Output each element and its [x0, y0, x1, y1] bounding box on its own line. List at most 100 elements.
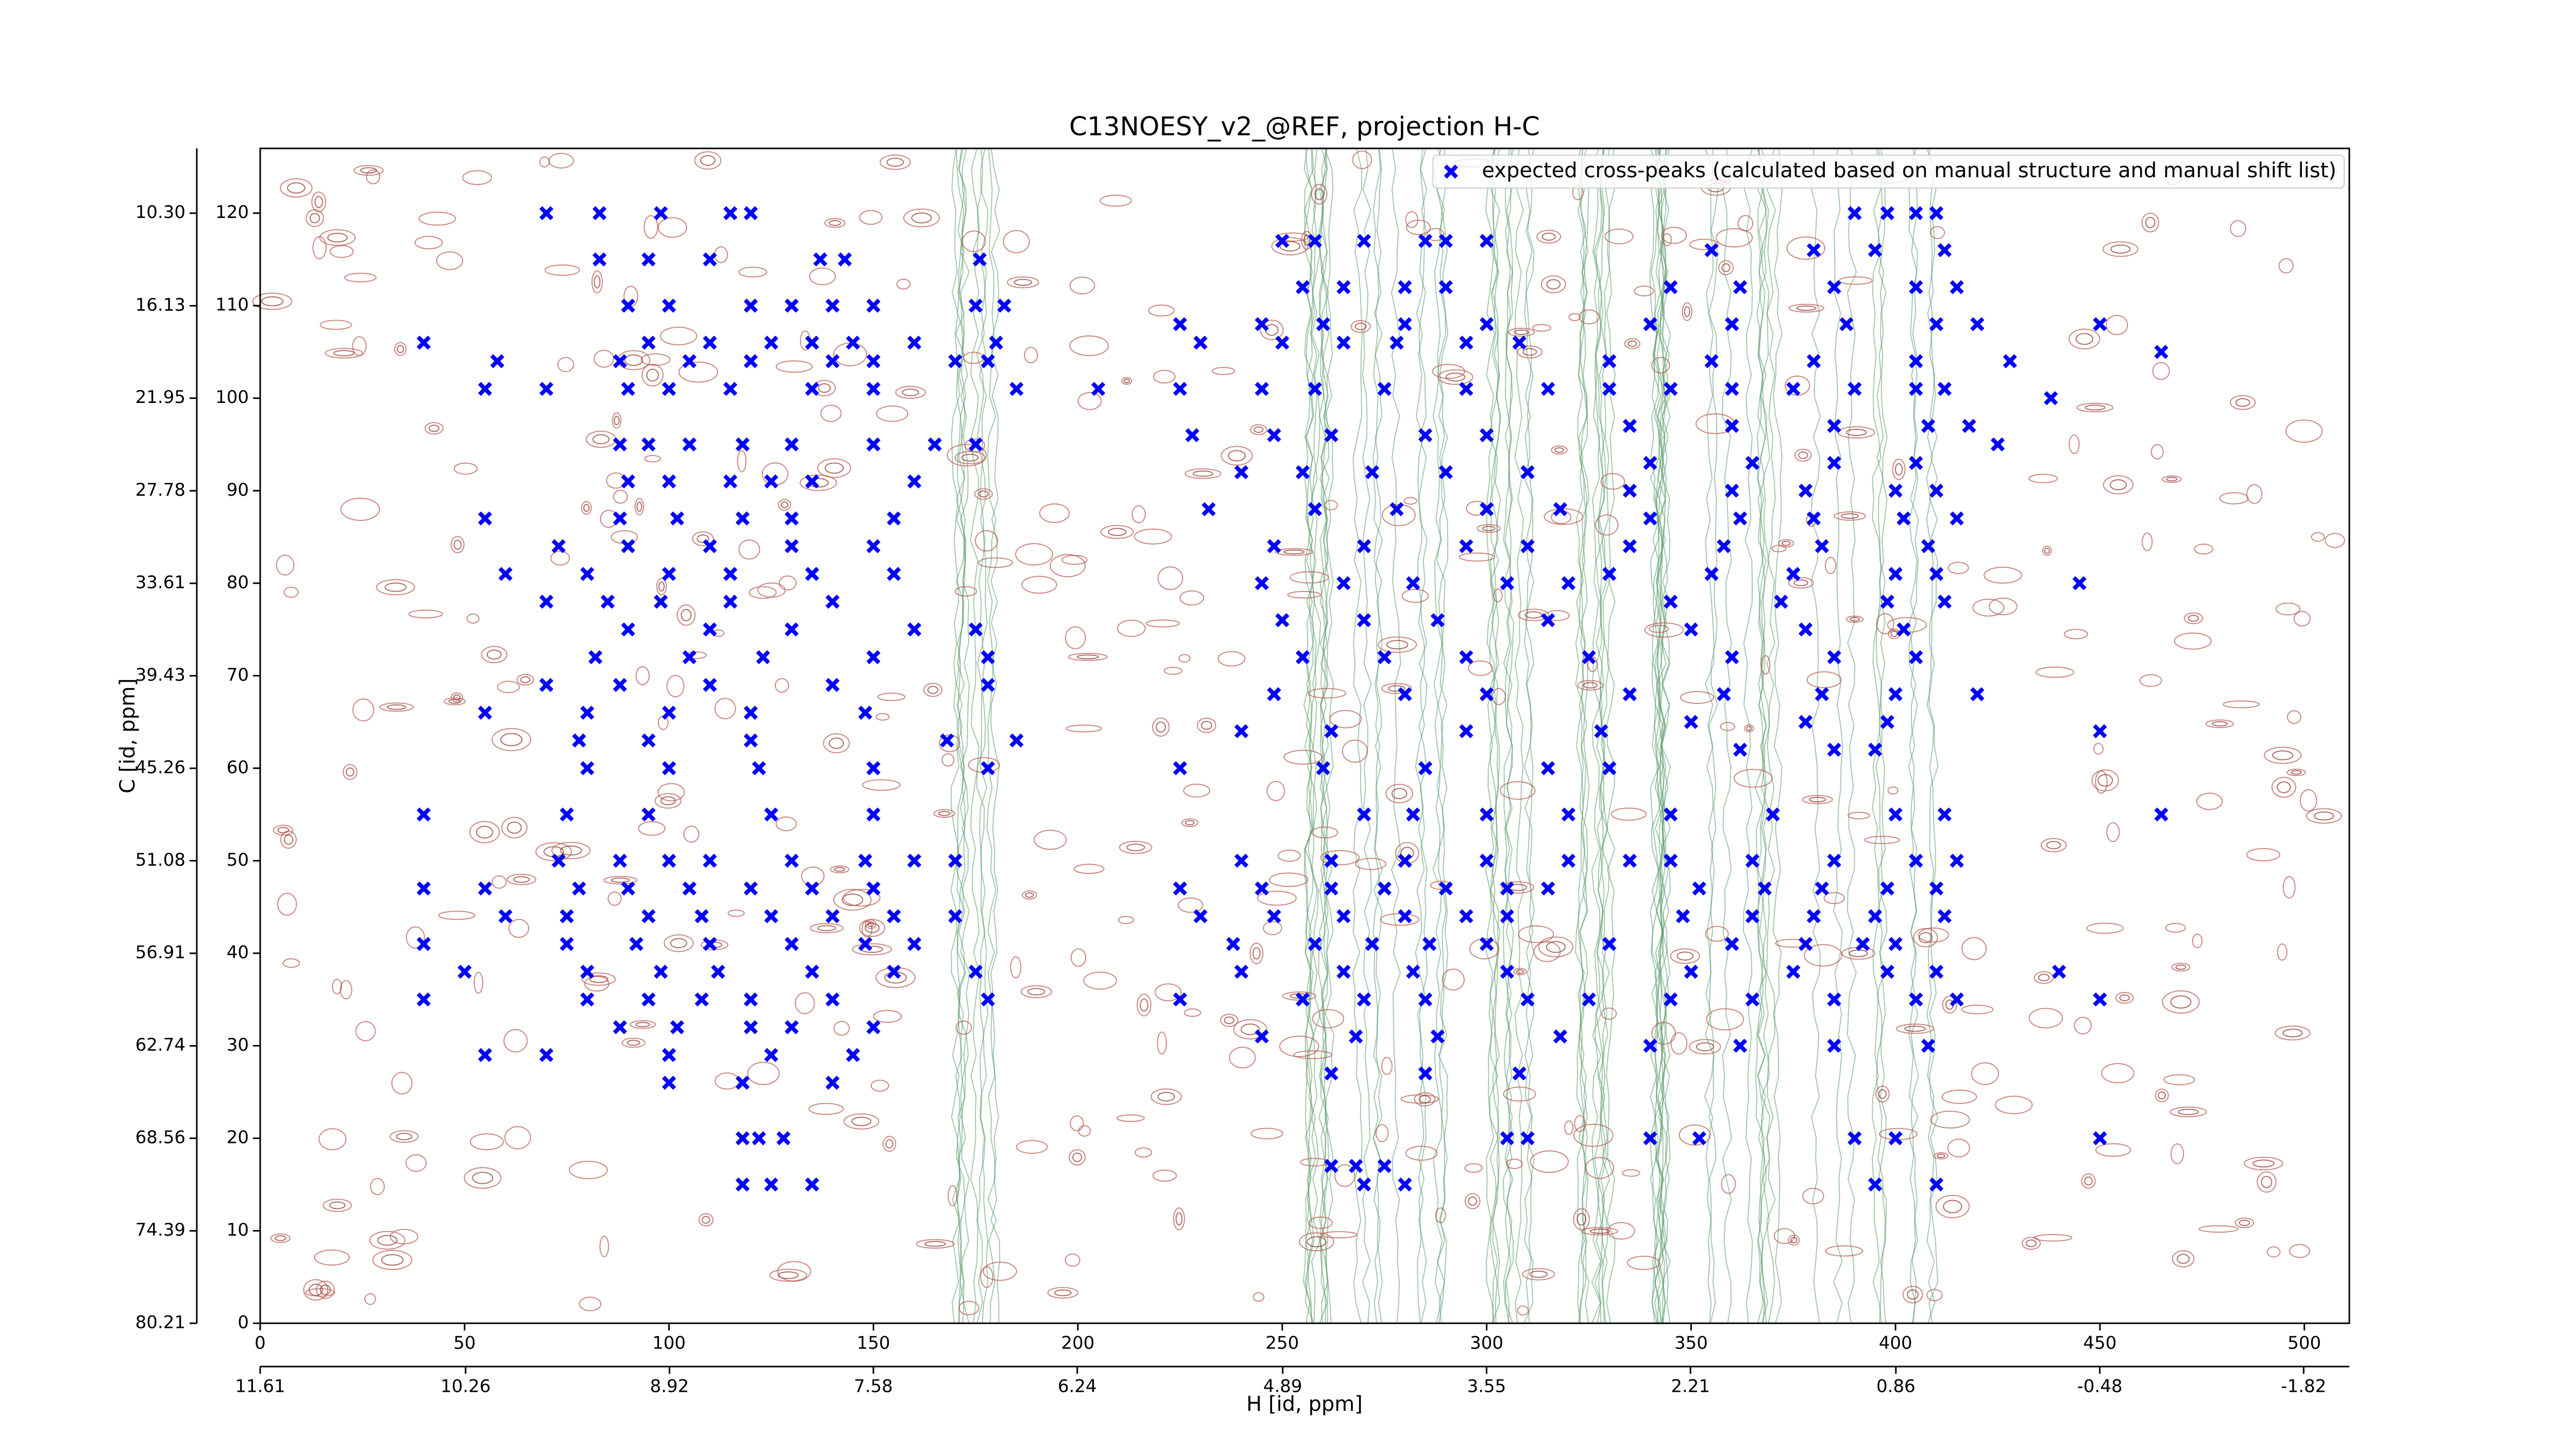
contour [603, 875, 637, 885]
contour [1069, 276, 1095, 295]
contour [2106, 315, 2128, 335]
cross-peak [1520, 539, 1535, 553]
cross-peak [858, 853, 873, 868]
contour [1320, 850, 1360, 866]
contour [548, 153, 574, 169]
contour [843, 1113, 879, 1130]
contour [701, 1216, 710, 1224]
contour-line [1846, 148, 1857, 1324]
contour-line [1514, 148, 1524, 1324]
contour [1834, 511, 1866, 521]
cross-peak [1226, 937, 1241, 951]
cross-peak [980, 650, 995, 665]
contour [2115, 992, 2134, 1004]
cross-peak [1365, 937, 1380, 951]
cross-peak [662, 1048, 676, 1063]
contour [581, 972, 616, 986]
contour [476, 825, 494, 839]
cross-peak [1929, 206, 1944, 221]
contour-line [956, 148, 967, 1324]
contour [911, 212, 932, 224]
contour [2170, 1106, 2207, 1118]
cross-peak [1896, 511, 1911, 526]
contour [1308, 1216, 1333, 1229]
contour [777, 1261, 811, 1282]
contour [1607, 1222, 1635, 1240]
contour [340, 980, 352, 1000]
contour [1163, 667, 1182, 675]
contour [817, 458, 852, 478]
contour [1010, 956, 1022, 979]
contour [1579, 309, 1600, 325]
cross-peak [1929, 317, 1944, 331]
cross-peak [1479, 428, 1494, 443]
contour [2101, 1063, 2134, 1084]
contour [389, 1228, 419, 1244]
contour [2141, 212, 2159, 232]
cross-peak [1295, 465, 1310, 480]
contour [2035, 666, 2075, 678]
contour [394, 342, 407, 356]
contour [1972, 598, 2005, 617]
contour [834, 867, 845, 872]
cross-peak [1745, 992, 1760, 1007]
contour [656, 578, 667, 595]
contour [283, 586, 299, 598]
contour-line [1372, 148, 1383, 1324]
contour [635, 666, 650, 685]
cross-peak [723, 474, 738, 488]
cross-peak [1602, 937, 1617, 951]
y2-tick-label: 16.13 [135, 295, 185, 315]
contour [1662, 233, 1672, 246]
cross-peak [1438, 465, 1453, 480]
cross-peak [813, 252, 827, 267]
contour [1517, 1305, 1529, 1316]
cross-peak [572, 881, 586, 896]
cross-peak [2093, 992, 2107, 1007]
contour [414, 235, 443, 249]
contour [626, 1039, 640, 1046]
contour [841, 894, 863, 906]
contour [1716, 228, 1753, 248]
cross-peak [539, 206, 554, 221]
contour [867, 921, 874, 928]
contour [1577, 1212, 1587, 1226]
contour [1696, 1042, 1714, 1052]
contour [340, 497, 380, 521]
contour [1283, 549, 1305, 554]
cross-peak [1234, 465, 1249, 480]
contour [1503, 1086, 1536, 1102]
cross-peak [1173, 881, 1188, 896]
contour [2211, 721, 2228, 727]
contour [1183, 1008, 1201, 1017]
contour [1049, 554, 1086, 578]
cross-peak [887, 511, 901, 526]
contour [594, 349, 615, 368]
y2-tick-label: 33.61 [135, 572, 185, 593]
contour [2234, 1217, 2255, 1228]
contour [1157, 566, 1183, 591]
x-tick-label: 450 [2083, 1333, 2116, 1354]
contour [961, 453, 979, 462]
cross-peak [1602, 761, 1617, 776]
cross-peak [703, 252, 717, 267]
contour [1628, 340, 1637, 347]
contour [1157, 1031, 1167, 1055]
contour [1020, 985, 1053, 998]
cross-peak [572, 733, 586, 748]
cross-peak [1827, 853, 1841, 868]
contour-line [1492, 148, 1502, 1324]
contour [2246, 848, 2280, 862]
contour [396, 1133, 413, 1140]
contour [1252, 1292, 1265, 1302]
contour [1250, 1127, 1283, 1140]
contour [1405, 211, 1418, 228]
cross-peak [1479, 937, 1494, 951]
contour [2177, 1254, 2190, 1264]
contour [346, 767, 354, 777]
contour [2103, 475, 2134, 495]
contour [1551, 445, 1568, 455]
contour [1024, 347, 1038, 364]
contour [946, 444, 987, 467]
contour [738, 266, 768, 278]
